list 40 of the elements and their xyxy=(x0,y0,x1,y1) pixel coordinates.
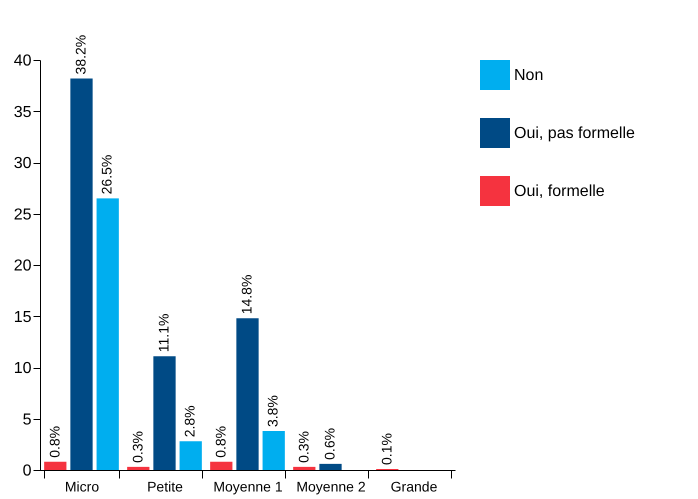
x-tick-label: Petite xyxy=(147,478,184,494)
legend-label: Oui, formelle xyxy=(514,183,605,200)
data-label: 0.8% xyxy=(46,426,62,458)
bar xyxy=(293,466,316,470)
bar xyxy=(44,462,66,470)
data-label: 0.3% xyxy=(129,431,146,463)
y-tick-label: 5 xyxy=(22,411,32,428)
y-tick-label: 30 xyxy=(14,155,32,172)
legend-label: Oui, pas formelle xyxy=(514,125,636,142)
bar xyxy=(180,441,202,470)
bar xyxy=(319,464,342,470)
x-tick-label: Moyenne 2 xyxy=(296,478,366,494)
bar xyxy=(210,462,232,470)
bar xyxy=(127,466,150,470)
data-label: 11.1% xyxy=(156,314,172,352)
bar xyxy=(96,198,119,470)
data-label: 26.5% xyxy=(98,154,115,194)
data-label: 14.8% xyxy=(238,274,254,314)
data-label: 3.8% xyxy=(264,395,281,428)
bar xyxy=(70,78,93,470)
y-tick-label: 15 xyxy=(14,308,32,326)
y-tick-label: 40 xyxy=(14,52,32,70)
data-label: 38.2% xyxy=(72,34,88,74)
data-label: 0.3% xyxy=(295,431,312,463)
y-tick-label: 35 xyxy=(14,104,32,121)
y-tick-label: 0 xyxy=(22,462,32,480)
y-tick-label: 25 xyxy=(14,206,32,224)
x-tick-label: Grande xyxy=(390,478,438,494)
y-tick-label: 20 xyxy=(14,258,32,274)
bar xyxy=(262,431,285,470)
x-tick-label: Micro xyxy=(64,478,100,494)
y-tick-label: 10 xyxy=(14,360,32,377)
data-label: 0.8% xyxy=(212,426,228,458)
legend-label: Non xyxy=(514,67,544,84)
data-label: 0.6% xyxy=(322,428,338,460)
bar xyxy=(153,356,176,470)
data-label: 0.1% xyxy=(378,433,394,465)
x-tick-label: Moyenne 1 xyxy=(213,478,283,494)
bar xyxy=(236,318,259,470)
data-label: 2.8% xyxy=(182,405,198,438)
